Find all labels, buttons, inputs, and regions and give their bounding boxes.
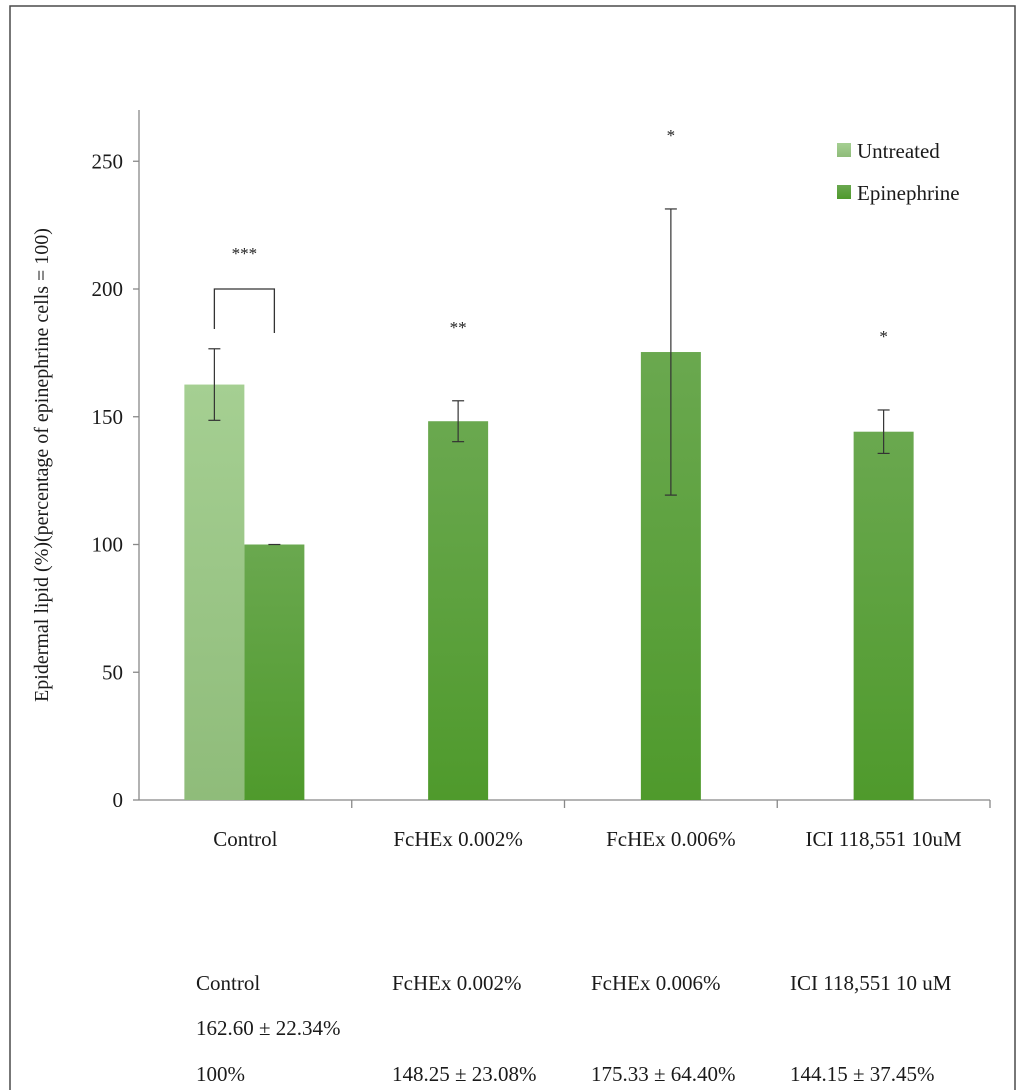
table-cell-epinephrine: 144.15 ± 37.45% <box>790 1062 935 1086</box>
y-tick-label: 0 <box>113 788 124 812</box>
table-cell-epinephrine: 148.25 ± 23.08% <box>392 1062 537 1086</box>
significance-marker: * <box>879 327 888 346</box>
table-header-cell: FcHEx 0.002% <box>392 971 522 995</box>
table-cell-epinephrine: 175.33 ± 64.40% <box>591 1062 736 1086</box>
x-tick-label: FcHEx 0.002% <box>393 827 523 851</box>
bars <box>184 352 914 800</box>
y-tick-label: 200 <box>92 277 124 301</box>
error-bars <box>208 208 890 546</box>
table-cell-untreated: 162.60 ± 22.34% <box>196 1016 341 1040</box>
significance-bracket <box>213 288 276 333</box>
y-tick-label: 50 <box>102 660 123 684</box>
axes: 0 50 100 150 200 250 Epidermal lipid (%)(perce… <box>31 110 991 812</box>
category-labels: Control FcHEx 0.002% FcHEx 0.006% ICI 118,5… <box>213 827 962 851</box>
summary-table: Control FcHEx 0.002% FcHEx 0.006% ICI 118,5… <box>196 971 952 1086</box>
legend-swatch <box>837 143 851 157</box>
table-header-cell: ICI 118,551 10 uM <box>790 971 952 995</box>
y-tick-label: 150 <box>92 405 124 429</box>
x-tick-label: FcHEx 0.006% <box>606 827 736 851</box>
bar-epinephrine <box>428 421 489 800</box>
table-cell-epinephrine: 100% <box>196 1062 245 1086</box>
significance-marker: ** <box>450 318 467 337</box>
bar-epinephrine <box>244 544 305 800</box>
significance-marker: *** <box>232 244 258 263</box>
bar-epinephrine <box>853 431 914 800</box>
legend-swatch <box>837 185 851 199</box>
significance-marker: * <box>667 126 676 145</box>
y-tick-label: 250 <box>92 149 124 173</box>
figure-border <box>9 5 1016 1090</box>
y-axis-title: Epidermal lipid (%)(percentage of epinep… <box>31 228 53 702</box>
legend: Untreated Epinephrine <box>837 139 960 205</box>
x-tick-label: Control <box>213 827 277 851</box>
table-header-cell: FcHEx 0.006% <box>591 971 721 995</box>
bar-untreated <box>184 384 245 800</box>
significance-markers: ******* <box>213 126 888 346</box>
legend-label: Epinephrine <box>857 181 960 205</box>
legend-label: Untreated <box>857 139 940 163</box>
table-header-cell: Control <box>196 971 260 995</box>
y-tick-label: 100 <box>92 533 124 557</box>
x-tick-label: ICI 118,551 10uM <box>806 827 962 851</box>
